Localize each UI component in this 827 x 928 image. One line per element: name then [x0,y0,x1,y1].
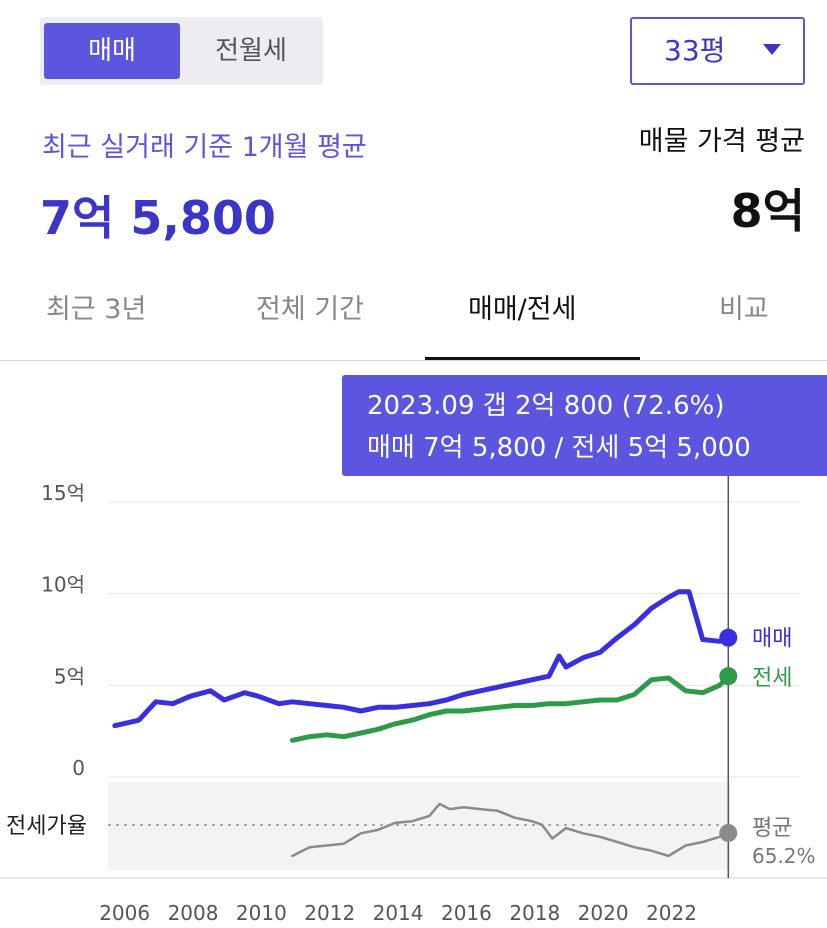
sale-price-line [112,589,731,729]
y-tick-label: 5억 [54,664,85,688]
tooltip-gap-line: 2023.09 갭 2억 800 (72.6%) [367,391,725,421]
x-tick-label: 2016 [441,901,492,925]
sale-price-end-dot [719,628,738,647]
x-tick-label: 2006 [99,901,150,925]
ratio-average-value: 65.2% [752,844,816,868]
x-tick-label: 2018 [509,901,560,925]
tab-divider [0,360,827,361]
jeonse-series-label: 전세 [752,666,792,691]
jeonse-price-line [290,673,731,743]
tooltip-price-line: 매매 7억 5,800 / 전세 5억 5,000 [367,433,751,463]
tab-sale-rent[interactable]: 매매/전세 [468,294,577,325]
ratio-label: 전세가율 [6,814,87,839]
ratio-average-label: 평균 [752,816,792,841]
x-tick-label: 2008 [168,901,219,925]
area-select[interactable]: 33평 [630,17,805,85]
x-tick-label: 2012 [304,901,355,925]
jeonse-ratio-line [291,802,730,858]
tab-full-period[interactable]: 전체 기간 [256,294,364,325]
tab-compare[interactable]: 비교 [719,294,769,325]
x-tick-label: 2014 [373,901,424,925]
jeonse-ratio-end-dot [719,823,738,842]
price-tooltip: 2023.09 갭 2억 800 (72.6%) 매매 7억 5,800 / 전… [342,375,827,476]
recent-average-value: 7억 5,800 [40,191,276,245]
jeonse-price-end-dot [719,667,738,686]
y-tick-label: 10억 [41,573,85,597]
listing-average-value: 8억 [730,184,805,238]
rent-toggle-button[interactable]: 전월세 [215,36,287,66]
recent-average-label: 최근 실거래 기준 1개월 평균 [42,132,367,163]
x-tick-label: 2020 [578,901,629,925]
listing-average-label: 매물 가격 평균 [638,126,805,157]
active-tab-indicator [425,357,640,360]
ratio-band-background [108,782,730,870]
tab-recent-3-years[interactable]: 최근 3년 [46,294,147,325]
x-tick-label: 2022 [646,901,697,925]
area-select-value: 33평 [664,34,726,67]
y-tick-label: 15억 [41,481,85,505]
chevron-down-icon [763,44,781,55]
sale-series-label: 매매 [752,627,792,652]
y-tick-label: 0 [72,756,85,780]
sale-toggle-button[interactable]: 매매 [44,23,180,79]
x-tick-label: 2010 [236,901,287,925]
deal-type-toggle: 매매 전월세 [40,17,323,85]
